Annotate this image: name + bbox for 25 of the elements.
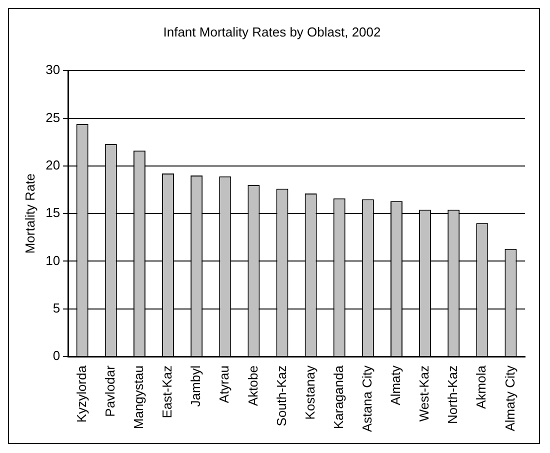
x-tick-label: Akmola — [474, 364, 489, 409]
x-tick-label: Almaty City — [502, 365, 518, 432]
chart-title: Infant Mortality Rates by Oblast, 2002 — [163, 24, 381, 40]
x-tick-label: East-Kaz — [160, 366, 175, 418]
y-tick-label: 5 — [52, 300, 60, 316]
y-tick-label: 20 — [46, 157, 60, 172]
x-tick-label: Pavlodar — [102, 364, 118, 417]
y-tick-label: 25 — [46, 110, 60, 125]
x-tick-label: Jambyl — [188, 365, 204, 407]
x-tick-label: Karaganda — [330, 364, 346, 430]
x-tick-label: South-Kaz — [274, 366, 289, 426]
y-tick-label: 30 — [46, 62, 60, 78]
x-tick-label: Aktobe — [245, 366, 260, 406]
x-tick-label: Mangystau — [131, 366, 146, 430]
x-tick-label: Kostanay — [302, 365, 318, 420]
y-axis-title: Mortality Rate — [22, 173, 38, 254]
x-tick-label: Almaty — [388, 365, 404, 406]
y-tick-label: 10 — [46, 252, 60, 268]
x-tick-label: North-Kaz — [445, 366, 460, 424]
x-tick-label: Kyzylorda — [74, 364, 89, 423]
x-tick-label: Astana City — [360, 365, 375, 432]
x-tick-label: Atyrau — [216, 366, 232, 404]
y-tick-label: 0 — [52, 348, 60, 364]
x-tick-label: West-Kaz — [416, 366, 432, 422]
y-tick-label: 15 — [46, 205, 60, 220]
